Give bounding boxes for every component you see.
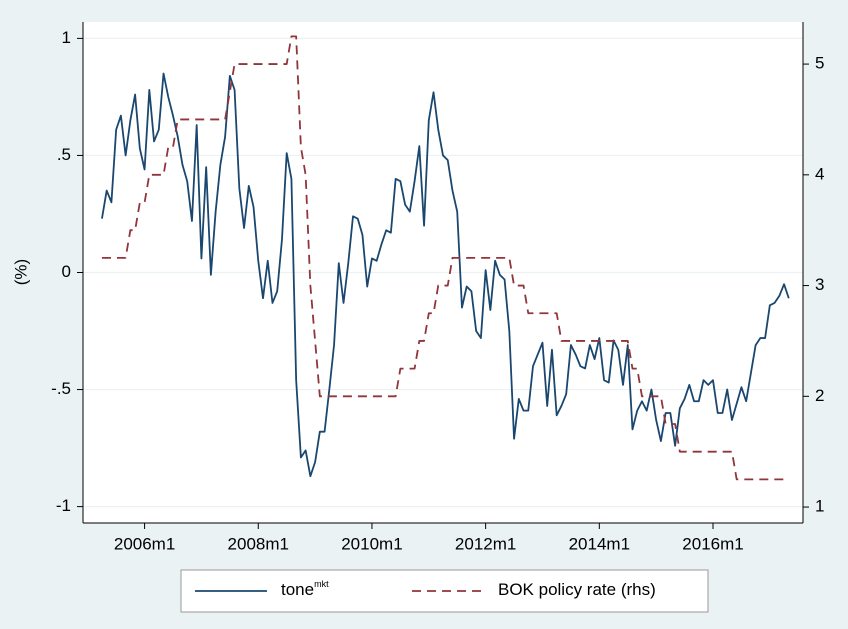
legend-label: tonemkt (281, 579, 329, 599)
y-axis-label: (%) (11, 259, 30, 285)
x-tick-label: 2010m1 (341, 534, 402, 553)
x-tick-label: 2012m1 (455, 534, 516, 553)
legend (180, 569, 709, 613)
x-tick-label: 2014m1 (569, 534, 630, 553)
y2-tick-label: 3 (815, 275, 824, 294)
y-tick-label: 1 (62, 28, 71, 47)
y-tick-label: -.5 (51, 379, 71, 398)
data-line (101, 35, 789, 481)
legend-superscript: mkt (314, 579, 329, 589)
y-tick-label: -1 (56, 496, 71, 515)
y2-tick-label: 2 (815, 386, 824, 405)
y2-tick-label: 1 (815, 497, 824, 516)
legend-name: tone (281, 580, 314, 599)
legend-label: BOK policy rate (rhs) (498, 580, 656, 599)
x-tick-label: 2006m1 (114, 534, 175, 553)
x-tick-label: 2016m1 (682, 534, 743, 553)
y2-tick-label: 4 (815, 164, 824, 183)
x-tick-label: 2008m1 (228, 534, 289, 553)
data-line (101, 72, 790, 478)
legend-name: BOK policy rate (rhs) (498, 580, 656, 599)
y-tick-label: 0 (62, 262, 71, 281)
y-tick-label: .5 (57, 145, 71, 164)
y2-tick-label: 5 (815, 54, 824, 73)
